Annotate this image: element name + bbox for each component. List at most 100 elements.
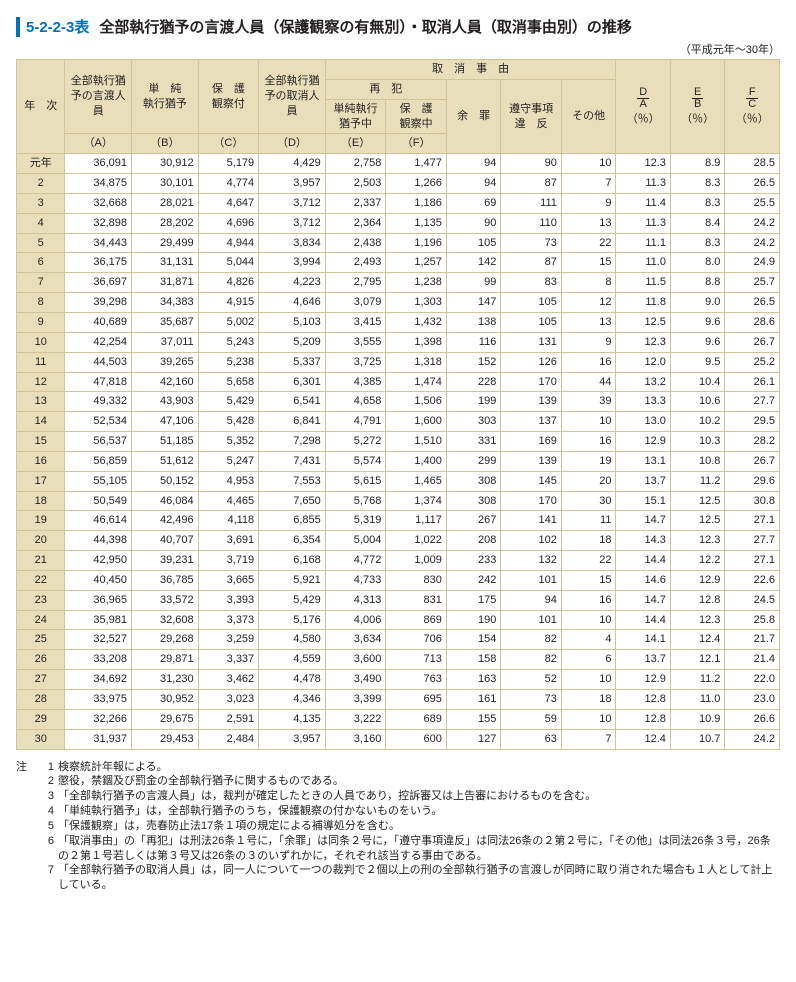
cell-C: 2,591: [198, 709, 259, 729]
cell-other: 12: [561, 293, 616, 313]
cell-other: 13: [561, 213, 616, 233]
cell-D: 6,168: [259, 551, 326, 571]
cell-DA: 11.3: [616, 174, 670, 194]
note-row: 7「全部執行猶予の取消人員」は，同一人について一つの裁判で２個以上の刑の全部執行…: [16, 863, 780, 893]
cell-E: 2,493: [325, 253, 386, 273]
cell-DA: 11.0: [616, 253, 670, 273]
title-accent-bar: [16, 17, 20, 37]
cell-A: 36,697: [65, 273, 132, 293]
cell-EB: 8.8: [670, 273, 724, 293]
cell-junshu: 101: [501, 570, 562, 590]
cell-C: 4,647: [198, 193, 259, 213]
cell-EB: 8.9: [670, 154, 724, 174]
cell-FC: 26.6: [725, 709, 780, 729]
cell-FC: 29.6: [725, 471, 780, 491]
cell-B: 28,021: [132, 193, 199, 213]
cell-D: 4,478: [259, 670, 326, 690]
cell-DA: 11.4: [616, 193, 670, 213]
cell-FC: 24.5: [725, 590, 780, 610]
cell-DA: 14.7: [616, 590, 670, 610]
cell-B: 42,496: [132, 511, 199, 531]
cell-C: 4,915: [198, 293, 259, 313]
cell-A: 47,818: [65, 372, 132, 392]
cell-other: 16: [561, 432, 616, 452]
cell-A: 32,668: [65, 193, 132, 213]
cell-EB: 9.0: [670, 293, 724, 313]
cell-B: 34,383: [132, 293, 199, 313]
cell-DA: 12.3: [616, 154, 670, 174]
cell-D: 3,994: [259, 253, 326, 273]
cell-FC: 27.7: [725, 531, 780, 551]
cell-A: 44,503: [65, 352, 132, 372]
cell-year: 17: [17, 471, 65, 491]
cell-DA: 11.5: [616, 273, 670, 293]
cell-EB: 8.3: [670, 193, 724, 213]
cell-B: 28,202: [132, 213, 199, 233]
cell-C: 3,665: [198, 570, 259, 590]
cell-B: 37,011: [132, 332, 199, 352]
cell-A: 36,091: [65, 154, 132, 174]
cell-B: 30,101: [132, 174, 199, 194]
cell-EB: 9.6: [670, 312, 724, 332]
cell-year: 27: [17, 670, 65, 690]
cell-B: 33,572: [132, 590, 199, 610]
note-text: 「全部執行猶予の取消人員」は，同一人について一つの裁判で２個以上の刑の全部執行猶…: [58, 863, 780, 893]
cell-A: 34,692: [65, 670, 132, 690]
cell-A: 32,266: [65, 709, 132, 729]
cell-C: 3,691: [198, 531, 259, 551]
cell-F: 1,398: [386, 332, 447, 352]
cell-C: 4,696: [198, 213, 259, 233]
cell-EB: 10.9: [670, 709, 724, 729]
cell-junshu: 141: [501, 511, 562, 531]
cell-DA: 12.9: [616, 432, 670, 452]
cell-other: 16: [561, 352, 616, 372]
table-row: 1247,81842,1605,6586,3014,3851,474228170…: [17, 372, 780, 392]
cell-B: 29,499: [132, 233, 199, 253]
cell-DA: 14.1: [616, 630, 670, 650]
cell-year: 9: [17, 312, 65, 332]
cell-A: 44,398: [65, 531, 132, 551]
cell-year: 10: [17, 332, 65, 352]
cell-year: 16: [17, 451, 65, 471]
table-row: 1144,50339,2655,2385,3373,7251,318152126…: [17, 352, 780, 372]
data-table: 年 次 全部執行猶予の言渡人員 単 純 執行猶予 保 護 観察付 全部執行猶予の…: [16, 59, 780, 750]
cell-DA: 14.4: [616, 551, 670, 571]
table-row: 1850,54946,0844,4657,6505,7681,374308170…: [17, 491, 780, 511]
cell-F: 1,400: [386, 451, 447, 471]
table-row: 1656,85951,6125,2477,4315,5741,400299139…: [17, 451, 780, 471]
cell-junshu: 59: [501, 709, 562, 729]
cell-other: 16: [561, 590, 616, 610]
cell-B: 39,231: [132, 551, 199, 571]
col-C-sub: （C）: [198, 134, 259, 154]
cell-DA: 12.4: [616, 729, 670, 749]
note-label: [16, 804, 36, 819]
note-text: 「全部執行猶予の言渡人員」は，裁判が確定したときの人員であり，控訴審又は上告審に…: [58, 789, 780, 804]
cell-EB: 12.2: [670, 551, 724, 571]
cell-A: 42,950: [65, 551, 132, 571]
table-row: 940,68935,6875,0025,1033,4151,4321381051…: [17, 312, 780, 332]
cell-A: 33,975: [65, 690, 132, 710]
cell-FC: 25.2: [725, 352, 780, 372]
cell-EB: 12.4: [670, 630, 724, 650]
note-number: 7: [36, 863, 58, 893]
cell-junshu: 63: [501, 729, 562, 749]
cell-FC: 23.0: [725, 690, 780, 710]
cell-other: 10: [561, 154, 616, 174]
cell-FC: 21.7: [725, 630, 780, 650]
cell-yozai: 233: [446, 551, 500, 571]
cell-yozai: 152: [446, 352, 500, 372]
table-row: 元年36,09130,9125,1794,4292,7581,477949010…: [17, 154, 780, 174]
note-number: 3: [36, 789, 58, 804]
cell-junshu: 102: [501, 531, 562, 551]
col-F-sub: （F）: [386, 134, 447, 154]
cell-B: 29,675: [132, 709, 199, 729]
cell-FC: 28.5: [725, 154, 780, 174]
cell-year: 25: [17, 630, 65, 650]
title-id: 5-2-2-3表: [26, 16, 89, 37]
cell-FC: 27.7: [725, 392, 780, 412]
col-B-sub: （B）: [132, 134, 199, 154]
col-A-sub: （A）: [65, 134, 132, 154]
cell-C: 3,259: [198, 630, 259, 650]
cell-E: 5,615: [325, 471, 386, 491]
table-row: 2435,98132,6083,3735,1764,00686919010110…: [17, 610, 780, 630]
